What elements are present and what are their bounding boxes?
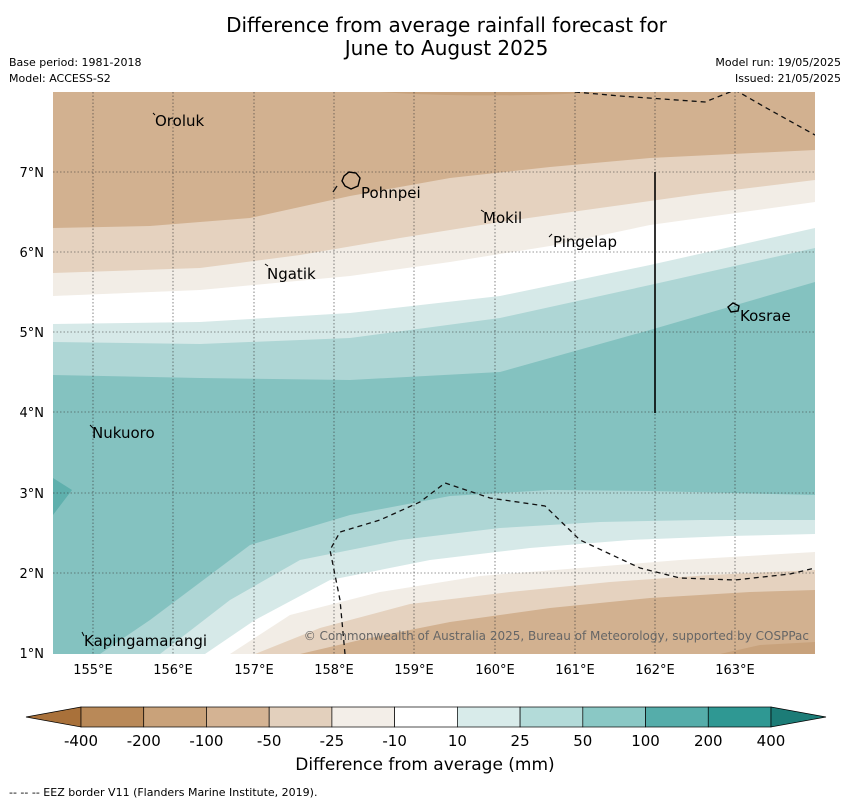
place-kosrae: Kosrae xyxy=(740,307,791,325)
pingelap-marker xyxy=(548,233,553,238)
place-nukuoro: Nukuoro xyxy=(92,424,155,442)
colorbar-segment xyxy=(582,706,646,728)
colorbar-tick-label: 400 xyxy=(757,732,786,750)
x-tick-158e: 158°E xyxy=(314,663,354,678)
x-tick-labels: 155°E 156°E 157°E 158°E 159°E 160°E 161°… xyxy=(73,663,755,678)
y-tick-6n: 6°N xyxy=(20,246,45,261)
x-tick-163e: 163°E xyxy=(715,663,755,678)
place-pingelap: Pingelap xyxy=(553,233,617,251)
colorbar-title: Difference from average (mm) xyxy=(295,755,555,775)
colorbar-segment xyxy=(519,706,584,728)
colorbar-tick-label: -10 xyxy=(382,732,407,750)
y-tick-4n: 4°N xyxy=(20,406,45,421)
colorbar-segment xyxy=(394,706,458,728)
colorbar-segment xyxy=(268,706,333,728)
base-period: Base period: 1981-2018 xyxy=(9,56,142,69)
title-line-2: June to August 2025 xyxy=(344,36,549,60)
x-tick-162e: 162°E xyxy=(635,663,675,678)
colorbar-tick-label: -50 xyxy=(257,732,282,750)
x-tick-159e: 159°E xyxy=(394,663,434,678)
band-neg50 xyxy=(53,92,815,228)
colorbar-extend-low xyxy=(25,706,82,728)
x-tick-155e: 155°E xyxy=(73,663,113,678)
colorbar-segment xyxy=(206,706,270,728)
x-tick-156e: 156°E xyxy=(153,663,193,678)
x-tick-160e: 160°E xyxy=(475,663,515,678)
meta-left: Base period: 1981-2018 Model: ACCESS-S2 xyxy=(9,55,141,87)
nukuoro-marker xyxy=(89,424,94,429)
pohnpei-island xyxy=(341,171,361,190)
model-run: Model run: 19/05/2025 xyxy=(715,56,841,69)
colorbar-tick-label: -25 xyxy=(320,732,345,750)
meta-right: Model run: 19/05/2025 Issued: 21/05/2025 xyxy=(715,55,841,87)
eez-fragment xyxy=(332,185,338,193)
colorbar-tick-label: -200 xyxy=(127,732,161,750)
mokil-marker xyxy=(480,209,485,213)
y-tick-5n: 5°N xyxy=(20,326,45,341)
colorbar-segment xyxy=(331,706,395,728)
colorbar-tick-label: 10 xyxy=(448,732,467,750)
y-tick-labels: 7°N 6°N 5°N 4°N 3°N 2°N 1°N xyxy=(20,166,45,662)
band-200-wedge xyxy=(53,478,72,515)
copyright-text: © Commonwealth of Australia 2025, Bureau… xyxy=(304,629,809,643)
graticule xyxy=(53,92,815,654)
band-neg100-south xyxy=(720,642,815,654)
band-neg100-north xyxy=(380,92,600,96)
place-oroluk: Oroluk xyxy=(155,112,204,130)
y-tick-3n: 3°N xyxy=(20,487,45,502)
colorbar-segment xyxy=(143,706,207,728)
eez-border-south xyxy=(329,482,815,654)
kapingamarangi-marker xyxy=(81,631,85,637)
eez-border-north xyxy=(574,92,815,136)
title-line-1: Difference from average rainfall forecas… xyxy=(226,13,667,37)
colorbar xyxy=(25,706,827,728)
model-name: Model: ACCESS-S2 xyxy=(9,72,111,85)
colorbar-labels: -400 -200 -100 -50 -25 -10 10 25 50 100 200 400 xyxy=(64,732,785,750)
colorbar-segment xyxy=(80,706,145,728)
colorbar-tick-label: -100 xyxy=(189,732,223,750)
colorbar-segment xyxy=(645,706,709,728)
place-kapingamarangi: Kapingamarangi xyxy=(84,632,207,650)
issued-date: Issued: 21/05/2025 xyxy=(734,72,841,85)
colorbar-tick-label: 50 xyxy=(573,732,592,750)
colorbar-tick-label: 25 xyxy=(511,732,530,750)
place-ngatik: Ngatik xyxy=(267,265,316,283)
y-tick-2n: 2°N xyxy=(20,567,45,582)
y-tick-1n: 1°N xyxy=(20,647,45,662)
x-tick-161e: 161°E xyxy=(555,663,595,678)
colorbar-extend-high xyxy=(770,706,827,728)
oroluk-marker xyxy=(152,112,156,116)
band-neg50-south xyxy=(300,590,815,654)
chart-title: Difference from average rainfall forecas… xyxy=(0,14,850,60)
place-pohnpei: Pohnpei xyxy=(361,184,421,202)
colorbar-segment xyxy=(457,706,521,728)
y-tick-7n: 7°N xyxy=(20,166,45,181)
colorbar-tick-label: 100 xyxy=(631,732,660,750)
ngatik-marker xyxy=(264,263,269,267)
colorbar-tick-label: -400 xyxy=(64,732,98,750)
colorbar-segment xyxy=(707,706,772,728)
kosrae-island xyxy=(727,302,740,313)
map-area: Oroluk Pohnpei Mokil Pingelap Ngatik Kos… xyxy=(53,92,815,654)
eez-footnote: -- -- -- EEZ border V11 (Flanders Marine… xyxy=(9,786,318,799)
place-mokil: Mokil xyxy=(483,209,522,227)
colorbar-tick-label: 200 xyxy=(694,732,723,750)
x-tick-157e: 157°E xyxy=(234,663,274,678)
